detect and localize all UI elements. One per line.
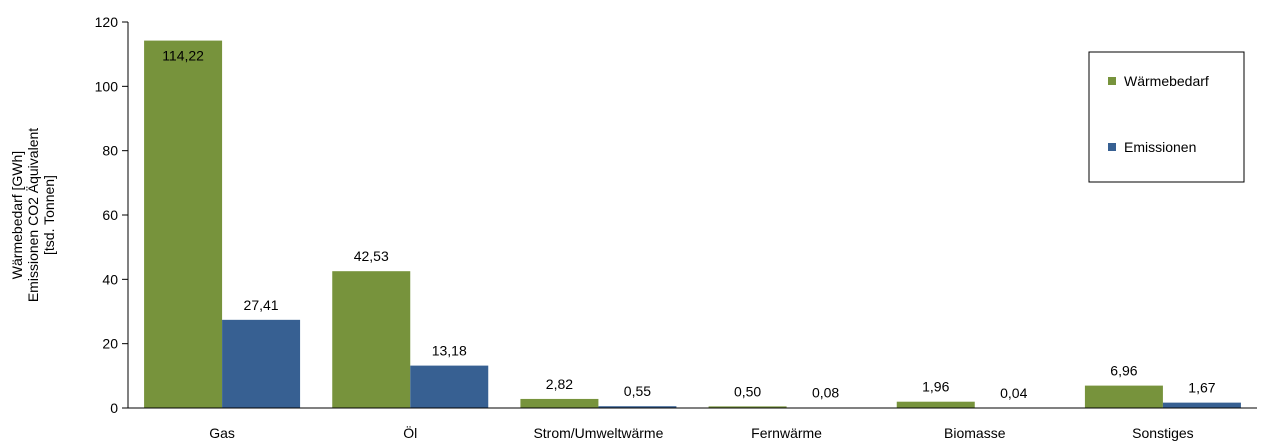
y-tick-label: 120 <box>95 14 119 30</box>
data-label: 1,67 <box>1188 380 1215 396</box>
y-axis-label: Wärmebedarf [GWh] Emissionen CO2 Äquivale… <box>9 128 57 302</box>
x-axis: Gas Öl Strom/Umweltwärme Fernwärme Biomasse S… <box>128 407 1257 441</box>
y-tick-label: 100 <box>95 78 119 94</box>
data-labels: 114,22 42,53 2,82 0,50 1,96 6,96 27,41 13,18 0,5… <box>162 48 1216 401</box>
legend-label: Emissionen <box>1124 139 1196 155</box>
legend-box <box>1088 51 1245 183</box>
data-label: 27,41 <box>244 297 279 313</box>
bar-emissionen <box>598 406 677 408</box>
legend: Wärmebedarf Emissionen <box>1088 51 1245 183</box>
data-label: 2,82 <box>546 376 573 392</box>
x-tick-label: Fernwärme <box>751 425 822 441</box>
y-axis-label-line: [tsd. Tonnen] <box>41 175 57 255</box>
data-label: 0,08 <box>812 385 839 401</box>
data-label: 6,96 <box>1110 363 1137 379</box>
data-label: 114,22 <box>162 48 204 64</box>
legend-label: Wärmebedarf <box>1124 73 1209 89</box>
bars <box>144 40 1241 409</box>
data-label: 0,50 <box>734 383 761 399</box>
x-tick-label: Strom/Umweltwärme <box>533 425 663 441</box>
data-label: 13,18 <box>432 343 467 359</box>
y-tick-label: 40 <box>102 271 118 287</box>
bar-waermebedarf <box>1084 385 1163 408</box>
bar-waermebedarf <box>896 401 975 408</box>
x-tick-label: Sonstiges <box>1132 425 1193 441</box>
bar-emissionen <box>222 319 301 408</box>
y-tick-label: 60 <box>102 207 118 223</box>
bar-emissionen <box>1162 402 1241 408</box>
x-tick-label: Gas <box>209 425 235 441</box>
data-label: 0,04 <box>1000 385 1027 401</box>
x-tick-label: Biomasse <box>944 425 1006 441</box>
bar-waermebedarf <box>520 398 599 408</box>
bar-waermebedarf <box>708 406 787 408</box>
x-tick-label: Öl <box>403 424 417 441</box>
y-axis-label-line: Emissionen CO2 Äquivalent <box>25 128 41 302</box>
y-tick-label: 20 <box>102 336 118 352</box>
legend-swatch <box>1108 77 1116 85</box>
bar-waermebedarf <box>144 40 223 408</box>
data-label: 0,55 <box>624 383 651 399</box>
bar-emissionen <box>410 365 489 408</box>
data-label: 1,96 <box>922 379 949 395</box>
y-tick-label: 80 <box>102 143 118 159</box>
y-tick-label: 0 <box>110 400 118 416</box>
y-axis: 0 20 40 60 80 100 120 <box>95 14 129 416</box>
legend-swatch <box>1108 143 1116 151</box>
data-label: 42,53 <box>354 248 389 264</box>
y-axis-label-line: Wärmebedarf [GWh] <box>9 151 25 279</box>
bar-waermebedarf <box>332 271 411 408</box>
